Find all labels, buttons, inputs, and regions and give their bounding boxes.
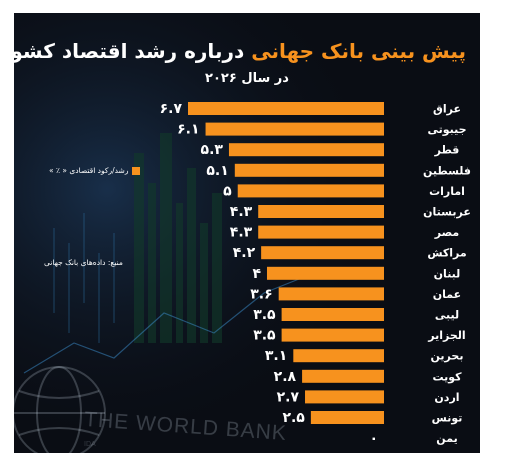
value-label-5: ۵: [223, 183, 232, 199]
bar-7: [258, 225, 384, 239]
background-art: ۶.۷ عراق ۶.۱ جیبوتی ۵.۳ قطر ۵.۱ فلسطین ۵ امارات ۴.…: [14, 13, 480, 453]
value-label-3: ۵.۳: [201, 142, 224, 158]
category-label-12: الجزایر: [427, 329, 465, 342]
candlestick-decoration: [53, 213, 115, 343]
category-label-11: لیبی: [435, 309, 459, 322]
legend: رشد/رکود اقتصادی « ٪ »: [49, 166, 141, 175]
legend-swatch: [132, 167, 141, 175]
bar-14: [302, 369, 384, 383]
value-label-10: ۳.۶: [250, 286, 272, 302]
value-label-6: ۴.۳: [230, 204, 253, 220]
bar-4: [234, 163, 384, 177]
value-label-11: ۳.۵: [253, 307, 276, 323]
value-label-2: ۶.۱: [177, 122, 199, 138]
value-label-1: ۶.۷: [160, 101, 183, 117]
bar-10: [278, 287, 384, 301]
category-label-1: عراق: [433, 103, 461, 116]
bar-11: [281, 308, 384, 321]
bar-3: [228, 143, 384, 157]
category-label-17: یمن: [436, 432, 457, 445]
chart-subtitle: در سال ۲۰۲۶: [205, 71, 289, 86]
category-label-16: تونس: [432, 412, 463, 425]
category-label-13: بحرین: [431, 350, 464, 363]
chart-title: پیش بینی بانک جهانی درباره رشد اقتصاد کش…: [14, 39, 466, 63]
legend-label: رشد/رکود اقتصادی « ٪ »: [49, 166, 129, 175]
title-rest: درباره رشد اقتصاد کشورهای عربی: [14, 39, 245, 63]
bar-15: [305, 390, 384, 404]
bar-8: [261, 246, 384, 260]
value-label-7: ۴.۳: [230, 225, 253, 241]
category-label-9: لبنان: [434, 267, 461, 280]
value-label-14: ۲.۸: [274, 369, 297, 385]
value-label-16: ۲.۵: [282, 410, 305, 426]
infographic-card: ۶.۷ عراق ۶.۱ جیبوتی ۵.۳ قطر ۵.۱ فلسطین ۵ امارات ۴.…: [14, 13, 480, 453]
bar-13: [293, 349, 384, 363]
value-label-4: ۵.۱: [206, 163, 228, 179]
globe-logo-decoration: [14, 366, 106, 453]
category-label-6: عربستان: [423, 206, 471, 219]
bar-9: [266, 266, 384, 280]
category-label-10: عمان: [433, 288, 461, 301]
bar-1: [188, 102, 384, 115]
category-label-15: اردن: [434, 391, 459, 404]
bar-2: [205, 122, 384, 136]
category-label-14: کویت: [432, 370, 462, 383]
trend-line-decoration: [23, 272, 315, 374]
category-label-7: مصر: [434, 226, 460, 239]
value-label-17: ٠: [369, 431, 378, 447]
category-label-3: قطر: [434, 144, 460, 157]
value-label-13: ۳.۱: [265, 348, 287, 364]
category-label-4: فلسطین: [423, 164, 471, 177]
category-label-2: جیبوتی: [427, 123, 466, 136]
city-skyline-decoration: [134, 133, 222, 343]
bar-6: [258, 205, 384, 218]
bar-5: [237, 184, 384, 198]
category-label-8: مراکش: [427, 247, 466, 260]
value-label-8: ۴.۲: [233, 245, 256, 261]
value-label-15: ۲.۷: [277, 389, 300, 405]
value-label-12: ۳.۵: [253, 328, 276, 344]
title-highlight: پیش بینی بانک جهانی: [251, 39, 466, 63]
bar-chart: ۶.۷ عراق ۶.۱ جیبوتی ۵.۳ قطر ۵.۱ فلسطین ۵ امارات ۴.…: [160, 101, 471, 447]
source-note: منبع: داده‌های بانک جهانی: [44, 258, 123, 267]
category-label-5: امارات: [429, 185, 465, 198]
bar-16: [310, 411, 384, 424]
bar-12: [281, 328, 384, 342]
world-bank-watermark-sub: IDA: [84, 441, 96, 448]
value-label-9: ۴: [252, 266, 261, 282]
